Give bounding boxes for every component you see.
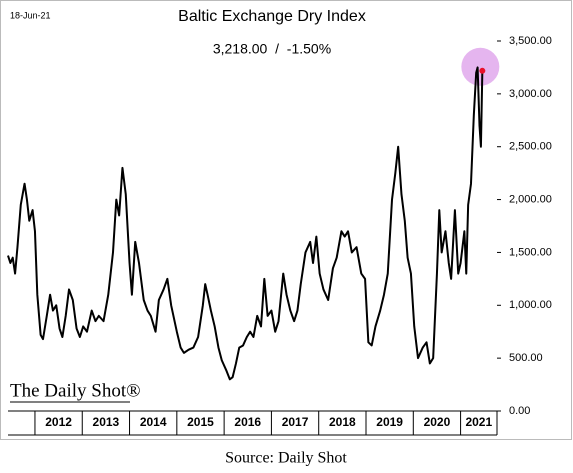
y-tick-label: 2,500.00 bbox=[509, 141, 552, 153]
date-label: 18-Jun-21 bbox=[10, 10, 51, 20]
y-tick-label: 2,000.00 bbox=[509, 193, 552, 205]
x-tick-label: 2016 bbox=[234, 415, 261, 429]
x-tick-label: 2013 bbox=[93, 415, 120, 429]
y-tick-label: 1,500.00 bbox=[509, 246, 552, 258]
y-tick-label: 3,500.00 bbox=[509, 35, 552, 47]
x-tick-label: 2012 bbox=[45, 415, 72, 429]
y-tick-label: 0.00 bbox=[509, 405, 530, 417]
x-tick-label: 2021 bbox=[465, 415, 492, 429]
chart-title: Baltic Exchange Dry Index bbox=[178, 8, 366, 25]
x-tick-label: 2019 bbox=[376, 415, 403, 429]
x-tick-label: 2020 bbox=[424, 415, 451, 429]
chart-subtitle: 3,218.00 / -1.50% bbox=[213, 41, 331, 57]
x-tick-label: 2014 bbox=[140, 415, 167, 429]
frame bbox=[0, 0, 572, 440]
y-tick-label: 1,000.00 bbox=[509, 299, 552, 311]
last-point bbox=[479, 67, 486, 74]
series-line bbox=[7, 66, 484, 381]
y-tick-label: 3,000.00 bbox=[509, 88, 552, 100]
highlight-circle bbox=[461, 47, 500, 86]
x-tick-label: 2018 bbox=[329, 415, 356, 429]
source: Source: Daily Shot bbox=[225, 450, 347, 467]
y-tick-label: 500.00 bbox=[509, 352, 543, 364]
x-tick-label: 2017 bbox=[282, 415, 309, 429]
x-tick-label: 2015 bbox=[187, 415, 214, 429]
logo: The Daily Shot® bbox=[10, 380, 141, 401]
